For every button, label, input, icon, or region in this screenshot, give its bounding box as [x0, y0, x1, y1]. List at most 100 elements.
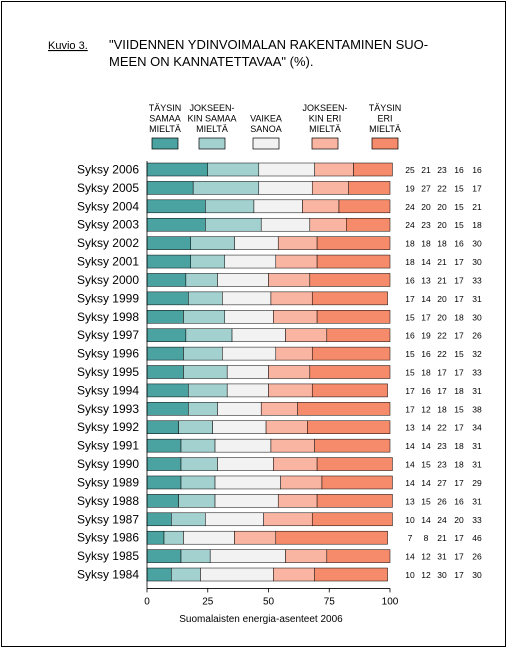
value-label-syksy-1988-jokseenkin-eri-mielta: 16: [454, 496, 464, 506]
bar-syksy-1989-taysin-eri-mielta: [321, 475, 393, 490]
bar-syksy-2005-jokseenkin-eri-mielta: [311, 181, 349, 195]
value-label-syksy-2001-taysin-samaa-mielta: 18: [405, 257, 415, 267]
bar-syksy-1989-taysin-samaa-mielta: [146, 475, 182, 490]
value-label-syksy-1992-taysin-eri-mielta: 34: [472, 423, 482, 433]
bar-syksy-1997-vaikea-sanoa: [231, 328, 286, 342]
category-label-syksy-1991: Syksy 1991: [77, 439, 139, 453]
bar-syksy-1989-vaikea-sanoa: [214, 475, 281, 490]
bar-syksy-1984-vaikea-sanoa: [200, 567, 274, 582]
bar-syksy-1996-taysin-samaa-mielta: [146, 346, 184, 361]
value-label-syksy-1997-vaikea-sanoa: 22: [437, 331, 447, 341]
bar-syksy-2000-taysin-samaa-mielta: [146, 273, 187, 287]
value-label-syksy-2006-vaikea-sanoa: 23: [437, 165, 447, 175]
bar-syksy-1995-taysin-samaa-mielta: [146, 365, 184, 379]
bar-syksy-1996-taysin-eri-mielta: [311, 346, 391, 361]
value-label-syksy-1999-jokseenkin-eri-mielta: 17: [454, 294, 464, 304]
bar-syksy-2003-jokseenkin-samaa-mielta: [205, 217, 262, 232]
value-label-syksy-1994-vaikea-sanoa: 17: [437, 386, 447, 396]
bar-syksy-1984-jokseenkin-eri-mielta: [273, 567, 315, 582]
bar-syksy-1998-jokseenkin-eri-mielta: [273, 310, 318, 324]
value-label-syksy-1993-taysin-samaa-mielta: 17: [405, 404, 415, 414]
bar-syksy-1984-jokseenkin-samaa-mielta: [171, 567, 201, 582]
source-note: Suomalaisten energia-asenteet 2006: [179, 614, 343, 625]
x-axis: 0 25 50 75 100: [144, 161, 399, 607]
category-label-syksy-1998: Syksy 1998: [77, 310, 139, 324]
value-label-syksy-2000-vaikea-sanoa: 21: [437, 275, 447, 285]
value-label-syksy-2006-taysin-samaa-mielta: 25: [405, 165, 415, 175]
value-label-syksy-1996-jokseenkin-eri-mielta: 15: [454, 349, 464, 359]
legend-swatch-taysin-samaa-mielta: [151, 137, 179, 150]
value-label-syksy-1998-jokseenkin-eri-mielta: 18: [454, 312, 464, 322]
value-label-syksy-1996-jokseenkin-samaa-mielta: 16: [421, 349, 431, 359]
value-label-syksy-2002-jokseenkin-eri-mielta: 16: [454, 239, 464, 249]
value-label-syksy-1993-taysin-eri-mielta: 38: [472, 404, 482, 414]
bar-syksy-1997-jokseenkin-samaa-mielta: [185, 328, 233, 342]
chart-title-line-2: MEEN ON KANNATETTAVAA" (%).: [109, 54, 313, 69]
bar-syksy-1997-taysin-samaa-mielta: [146, 328, 187, 342]
legend-label-jokseenkin-eri-mielta: JOKSEEN-KIN ERI MIELTÄ: [302, 103, 347, 134]
bar-syksy-1996-vaikea-sanoa: [222, 346, 277, 361]
bar-syksy-2006-jokseenkin-samaa-mielta: [207, 162, 260, 177]
bar-syksy-2006-jokseenkin-eri-mielta: [314, 162, 354, 177]
bar-syksy-2003-jokseenkin-eri-mielta: [309, 217, 347, 232]
value-label-syksy-2006-jokseenkin-eri-mielta: 16: [454, 165, 464, 175]
bar-syksy-1985-taysin-eri-mielta: [326, 549, 391, 563]
bar-syksy-2004-jokseenkin-eri-mielta: [302, 199, 340, 214]
bar-syksy-1988-taysin-samaa-mielta: [146, 494, 179, 508]
bar-syksy-1993-vaikea-sanoa: [217, 402, 262, 416]
figure-label: Kuvio 3.: [48, 40, 88, 52]
value-label-syksy-1985-taysin-samaa-mielta: 14: [405, 552, 415, 562]
bar-syksy-1998-taysin-samaa-mielta: [146, 310, 184, 324]
value-label-syksy-1998-vaikea-sanoa: 20: [437, 312, 447, 322]
value-label-syksy-1998-jokseenkin-samaa-mielta: 17: [421, 312, 431, 322]
value-label-syksy-2003-jokseenkin-samaa-mielta: 23: [421, 220, 431, 230]
value-label-syksy-1984-vaikea-sanoa: 30: [437, 570, 447, 580]
bar-syksy-2003-vaikea-sanoa: [260, 217, 311, 232]
value-label-syksy-1991-jokseenkin-eri-mielta: 18: [454, 441, 464, 451]
category-label-syksy-1994: Syksy 1994: [77, 383, 139, 397]
value-label-syksy-1997-taysin-eri-mielta: 26: [472, 331, 482, 341]
bar-syksy-2002-taysin-eri-mielta: [316, 236, 391, 250]
bar-syksy-1994-jokseenkin-eri-mielta: [268, 383, 313, 398]
value-label-syksy-2003-taysin-samaa-mielta: 24: [405, 220, 415, 230]
category-label-syksy-1995: Syksy 1995: [77, 365, 139, 379]
value-label-syksy-1988-vaikea-sanoa: 26: [437, 496, 447, 506]
bar-syksy-1990-jokseenkin-samaa-mielta: [180, 457, 218, 471]
value-label-syksy-1990-vaikea-sanoa: 23: [437, 460, 447, 470]
x-tick-label-0: 0: [144, 596, 150, 607]
value-label-syksy-1999-jokseenkin-samaa-mielta: 14: [421, 294, 431, 304]
bar-syksy-1991-vaikea-sanoa: [214, 438, 272, 453]
bar-syksy-1988-taysin-eri-mielta: [316, 494, 393, 508]
bar-syksy-2001-taysin-samaa-mielta: [146, 254, 191, 269]
legend-swatch-jokseenkin-samaa-mielta: [198, 137, 226, 150]
value-label-syksy-2000-jokseenkin-samaa-mielta: 13: [421, 275, 431, 285]
bar-syksy-2004-taysin-samaa-mielta: [146, 199, 206, 214]
value-label-syksy-2004-jokseenkin-eri-mielta: 15: [454, 202, 464, 212]
bar-syksy-1997-taysin-eri-mielta: [326, 328, 391, 342]
value-label-syksy-1995-taysin-eri-mielta: 33: [472, 368, 482, 378]
bar-syksy-1995-taysin-eri-mielta: [309, 365, 391, 379]
value-label-syksy-1996-taysin-eri-mielta: 32: [472, 349, 482, 359]
bar-syksy-1985-jokseenkin-eri-mielta: [285, 549, 328, 563]
bar-syksy-1986-jokseenkin-samaa-mielta: [163, 530, 184, 545]
bar-syksy-1992-taysin-samaa-mielta: [146, 420, 179, 434]
category-label-syksy-1986: Syksy 1986: [77, 531, 139, 545]
bar-syksy-2003-taysin-samaa-mielta: [146, 217, 206, 232]
bar-syksy-2002-jokseenkin-eri-mielta: [277, 236, 318, 250]
bar-syksy-1986-jokseenkin-eri-mielta: [234, 530, 277, 545]
bar-syksy-2002-jokseenkin-samaa-mielta: [190, 236, 235, 250]
value-label-syksy-1996-taysin-samaa-mielta: 15: [405, 349, 415, 359]
category-label-syksy-1984: Syksy 1984: [77, 568, 139, 582]
value-label-syksy-1991-taysin-eri-mielta: 31: [472, 441, 482, 451]
value-label-syksy-1986-jokseenkin-eri-mielta: 17: [454, 533, 464, 543]
bar-syksy-1989-jokseenkin-eri-mielta: [280, 475, 323, 490]
category-label-syksy-2006: Syksy 2006: [77, 163, 139, 177]
legend-swatch-vaikea-sanoa: [252, 137, 280, 150]
bar-syksy-1990-taysin-samaa-mielta: [146, 457, 182, 471]
value-label-syksy-1997-jokseenkin-samaa-mielta: 19: [421, 331, 431, 341]
category-label-syksy-1988: Syksy 1988: [77, 494, 139, 508]
bar-syksy-1987-jokseenkin-eri-mielta: [263, 512, 313, 527]
value-label-syksy-2001-jokseenkin-samaa-mielta: 14: [421, 257, 431, 267]
legend-label-taysin-samaa-mielta: TÄYSIN SAMAA MIELTÄ: [149, 103, 182, 134]
value-label-syksy-1992-taysin-samaa-mielta: 13: [405, 423, 415, 433]
